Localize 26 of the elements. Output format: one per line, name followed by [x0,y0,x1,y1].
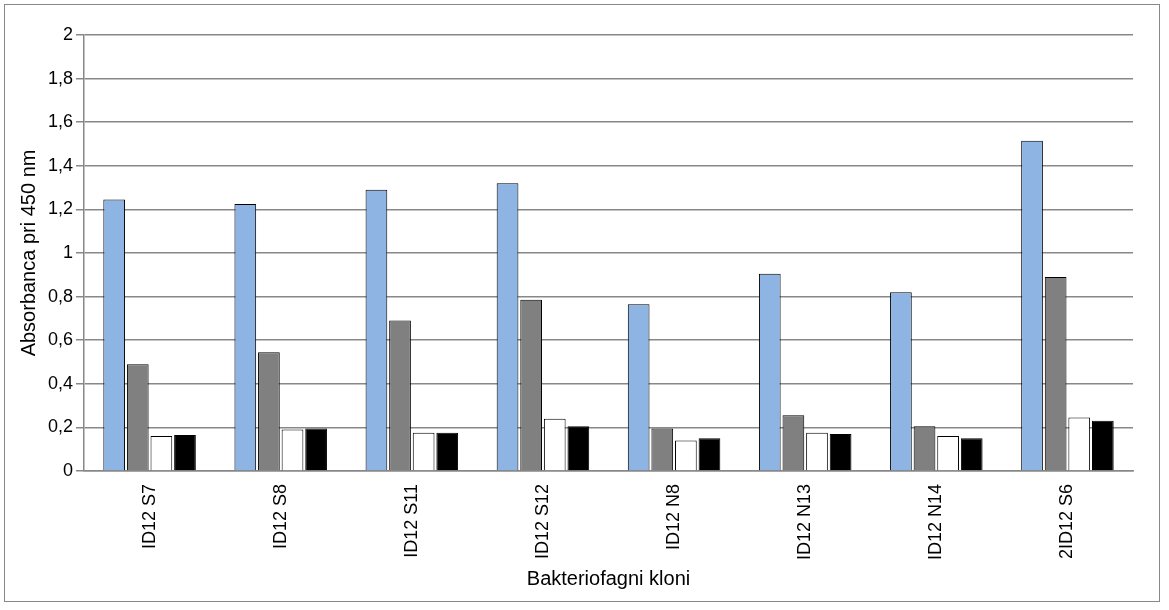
y-tick-label: 1 [63,241,74,262]
y-tick-label: 0 [63,459,74,480]
y-axis-title: Absorbanca pri 450 nm [16,149,39,357]
y-tick-label: 1,2 [47,198,74,219]
x-axis-title: Bakteriofagni kloni [526,566,691,589]
x-tick-label: ID12 N8 [663,483,684,550]
x-tick-label: ID12 S11 [400,483,421,558]
x-tick-label: ID12 N14 [925,483,946,560]
x-tick-label: ID12 S8 [269,483,290,549]
y-tick-label: 0,4 [47,372,74,393]
bar [698,438,721,471]
y-tick-label: 1,8 [47,67,74,88]
y-tick-label: 0,6 [47,329,74,350]
y-tick-label: 1,4 [47,154,74,175]
bar [567,426,590,471]
bar [174,434,196,471]
y-tick-label: 0,8 [47,285,74,306]
y-tick-label: 1,6 [47,111,74,132]
y-tick-label: 0,2 [47,416,74,437]
x-tick-label: 2ID12 S6 [1056,483,1077,560]
x-tick-label: ID12 N13 [794,483,815,560]
bar [1091,420,1114,471]
bar [960,438,983,471]
x-tick-label: ID12 S7 [138,483,159,549]
y-tick-label: 2 [63,23,74,44]
x-tick-label: ID12 S12 [531,483,552,560]
